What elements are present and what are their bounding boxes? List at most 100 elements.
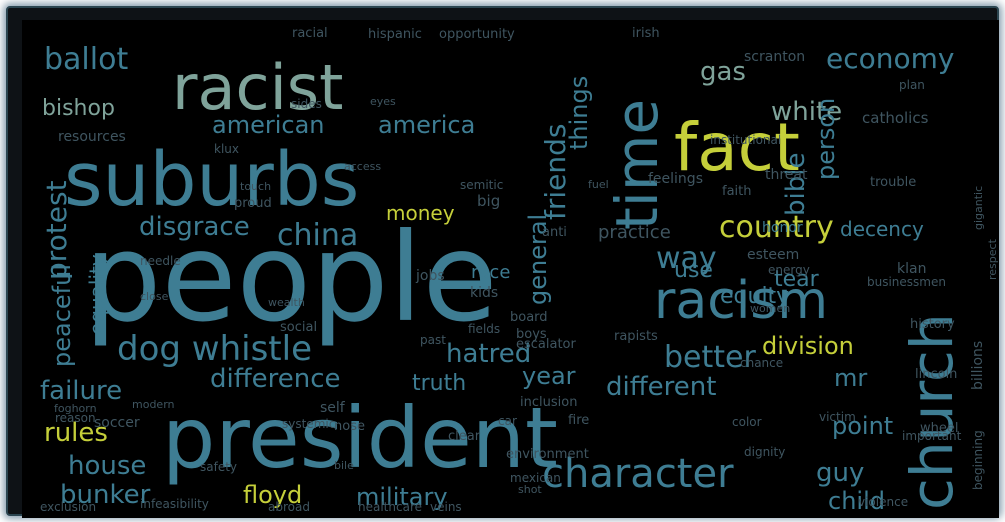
word-threat: threat: [765, 167, 808, 183]
word-healthcare: healthcare: [358, 500, 422, 514]
word-house: house: [68, 451, 146, 481]
word-way: way: [656, 241, 717, 276]
word-inclusion: inclusion: [520, 395, 577, 410]
word-modern: modern: [132, 398, 175, 411]
word-wheel: wheel: [920, 421, 958, 436]
word-gas: gas: [700, 57, 746, 87]
word-decency: decency: [840, 217, 924, 241]
word-scranton: scranton: [744, 49, 805, 65]
word-economy: economy: [826, 42, 954, 75]
word-energy: energy: [768, 263, 810, 277]
word-truth: truth: [412, 371, 466, 396]
word-difference: difference: [210, 364, 341, 394]
word-social: social: [280, 320, 317, 335]
word-equity: equity: [720, 284, 789, 309]
word-car: car: [498, 414, 517, 428]
word-fire: fire: [568, 413, 589, 428]
word-veins: veins: [430, 500, 462, 514]
word-past: past: [420, 333, 446, 347]
word-racist: racist: [172, 51, 343, 124]
word-floyd: floyd: [243, 481, 302, 509]
word-cloud: people president suburbs racist fact church ti…: [22, 20, 999, 518]
word-sides: sides: [291, 97, 322, 111]
word-president: president: [162, 389, 558, 487]
word-beginning: beginning: [971, 430, 985, 490]
word-shot: shot: [518, 483, 542, 496]
word-mexican: mexican: [510, 471, 561, 485]
cloud-background: [22, 20, 999, 518]
word-practice: practice: [598, 222, 671, 243]
word-infeasibility: infeasibility: [140, 497, 209, 511]
word-hatred: hatred: [446, 339, 531, 369]
word-failure: failure: [40, 376, 122, 406]
word-child: child: [828, 487, 885, 515]
word-cloud-canvas: people president suburbs racist fact church ti…: [22, 20, 999, 518]
word-billions: billions: [970, 341, 986, 390]
word-racial: racial: [292, 26, 328, 41]
word-tear: tear: [774, 267, 820, 292]
word-dignity: dignity: [744, 445, 785, 459]
word-klux: klux: [214, 142, 239, 156]
word-equality: equality: [85, 254, 109, 335]
word-faith: faith: [722, 184, 752, 199]
word-history: history: [910, 317, 955, 332]
word-better: better: [664, 340, 756, 375]
word-money: money: [386, 201, 455, 225]
word-systemic: systemic: [282, 417, 335, 431]
word-year: year: [522, 362, 576, 390]
word-women: women: [750, 302, 790, 315]
word-kids: kids: [470, 285, 498, 301]
word-friends: friends: [539, 124, 572, 220]
word-respect: respect: [986, 238, 999, 280]
word-bunker: bunker: [60, 480, 151, 510]
word-hispanic: hispanic: [368, 27, 422, 42]
word-needle: needle: [140, 254, 181, 268]
word-safety: safety: [200, 460, 237, 474]
word-suburbs: suburbs: [64, 137, 359, 223]
word-big: big: [477, 192, 500, 210]
word-businessmen: businessmen: [867, 275, 946, 289]
word-china: china: [277, 218, 358, 253]
word-bishop: bishop: [42, 96, 115, 121]
image-frame: people president suburbs racist fact church ti…: [6, 6, 999, 518]
word-escalator: escalator: [516, 337, 577, 352]
word-abroad: abroad: [268, 500, 310, 514]
word-chance: chance: [740, 356, 783, 370]
word-honor: honor: [762, 220, 803, 236]
word-soccer: soccer: [94, 415, 140, 431]
word-reason: reason: [55, 411, 96, 425]
word-lincoln: lincoln: [915, 367, 957, 382]
word-institutional: institutional: [710, 133, 781, 147]
word-protest: protest: [40, 180, 73, 280]
word-resources: resources: [58, 129, 126, 145]
word-plan: plan: [899, 78, 925, 92]
word-fields: fields: [468, 322, 500, 336]
word-klan: klan: [897, 261, 926, 277]
word-bile: bile: [334, 459, 354, 472]
word-point: point: [832, 412, 893, 440]
word-important: important: [902, 429, 962, 443]
word-opportunity: opportunity: [439, 27, 515, 42]
word-military: military: [356, 483, 448, 511]
word-white: white: [771, 97, 842, 127]
word-racism: racism: [654, 271, 828, 331]
word-things: things: [565, 76, 593, 150]
word-semitic: semitic: [460, 178, 503, 192]
word-foghorn: foghorn: [54, 402, 97, 415]
word-access: access: [344, 160, 381, 173]
word-people: people: [84, 207, 498, 349]
word-american: american: [212, 111, 325, 139]
word-self: self: [320, 400, 346, 416]
word-character: character: [542, 451, 734, 497]
word-bible: bible: [781, 153, 811, 216]
word-different: different: [606, 372, 716, 402]
word-nose: nose: [334, 419, 365, 434]
word-victim: victim: [819, 410, 856, 424]
word-touch: touch: [240, 180, 271, 193]
word-rapists: rapists: [614, 329, 658, 344]
word-division: division: [762, 332, 854, 360]
word-person: person: [812, 98, 840, 180]
word-esteem: esteem: [747, 247, 799, 263]
word-eyes: eyes: [370, 95, 396, 108]
word-time: time: [603, 99, 671, 230]
